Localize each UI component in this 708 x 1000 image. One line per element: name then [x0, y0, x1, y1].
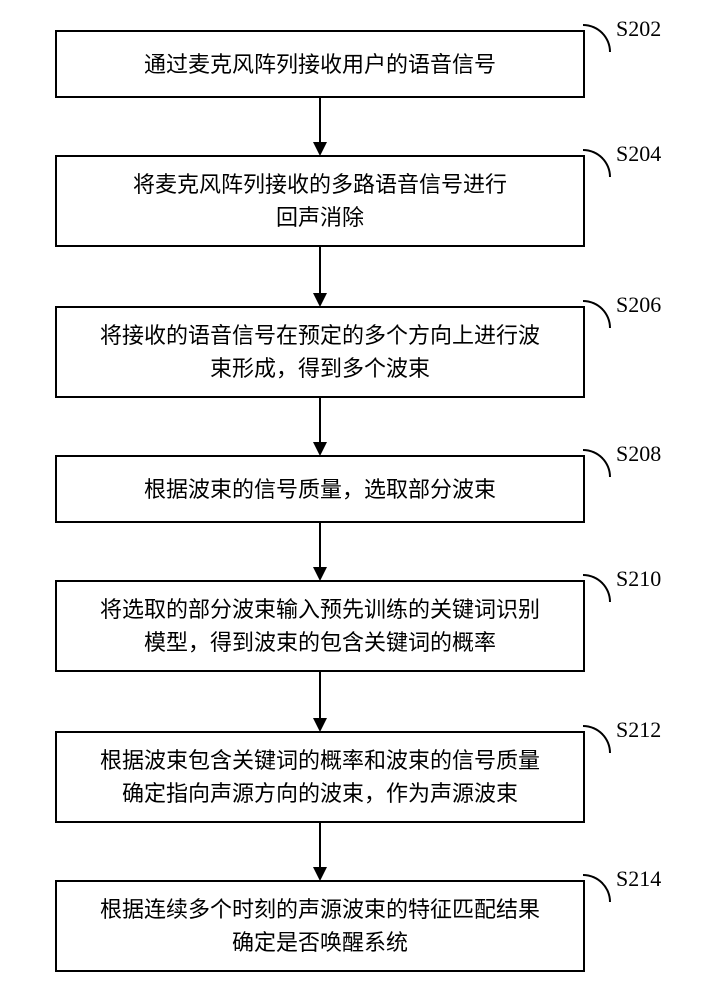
flow-step-s206: 将接收的语音信号在预定的多个方向上进行波束形成，得到多个波束: [55, 306, 585, 398]
label-connector: [583, 149, 611, 177]
label-connector: [583, 874, 611, 902]
flow-step-text: 根据波束的信号质量，选取部分波束: [144, 473, 496, 506]
label-connector: [583, 300, 611, 328]
label-connector: [583, 574, 611, 602]
flow-step-s212: 根据波束包含关键词的概率和波束的信号质量确定指向声源方向的波束，作为声源波束: [55, 731, 585, 823]
flow-step-text: 根据波束包含关键词的概率和波束的信号质量确定指向声源方向的波束，作为声源波束: [100, 744, 540, 810]
label-connector: [583, 24, 611, 52]
step-label-s206: S206: [616, 292, 661, 318]
step-label-s204: S204: [616, 141, 661, 167]
flow-step-s210: 将选取的部分波束输入预先训练的关键词识别模型，得到波束的包含关键词的概率: [55, 580, 585, 672]
step-label-s214: S214: [616, 866, 661, 892]
flowchart-canvas: 通过麦克风阵列接收用户的语音信号 S202 将麦克风阵列接收的多路语音信号进行回声消…: [0, 0, 708, 1000]
flow-step-text: 将接收的语音信号在预定的多个方向上进行波束形成，得到多个波束: [100, 319, 540, 385]
flow-step-s202: 通过麦克风阵列接收用户的语音信号: [55, 30, 585, 98]
flow-step-s208: 根据波束的信号质量，选取部分波束: [55, 455, 585, 523]
step-label-s208: S208: [616, 441, 661, 467]
flow-step-s204: 将麦克风阵列接收的多路语音信号进行回声消除: [55, 155, 585, 247]
step-label-s202: S202: [616, 16, 661, 42]
step-label-s210: S210: [616, 566, 661, 592]
flow-step-text: 将麦克风阵列接收的多路语音信号进行回声消除: [133, 168, 507, 234]
step-label-s212: S212: [616, 717, 661, 743]
flow-step-text: 根据连续多个时刻的声源波束的特征匹配结果确定是否唤醒系统: [100, 893, 540, 959]
flow-step-s214: 根据连续多个时刻的声源波束的特征匹配结果确定是否唤醒系统: [55, 880, 585, 972]
label-connector: [583, 449, 611, 477]
flow-step-text: 将选取的部分波束输入预先训练的关键词识别模型，得到波束的包含关键词的概率: [100, 593, 540, 659]
flow-step-text: 通过麦克风阵列接收用户的语音信号: [144, 48, 496, 81]
label-connector: [583, 725, 611, 753]
